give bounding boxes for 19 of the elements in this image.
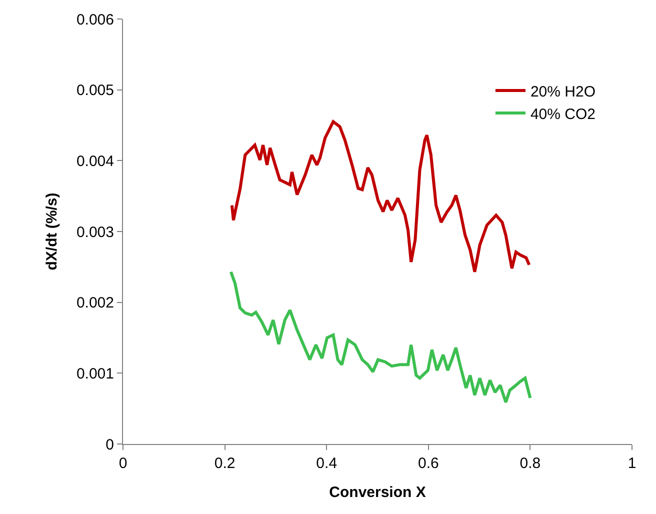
line-series bbox=[229, 270, 532, 404]
y-tick-label: 0.005 bbox=[76, 82, 114, 100]
x-tick-label: 0.4 bbox=[316, 455, 338, 472]
x-tick-label: 0.6 bbox=[418, 455, 439, 472]
y-tick-label: 0.006 bbox=[76, 11, 114, 28]
x-axis-title: Conversion X bbox=[329, 484, 426, 501]
x-tick-label: 0.2 bbox=[214, 455, 236, 472]
legend-label: 20% H2O bbox=[530, 83, 596, 100]
x-tick-label: 0.8 bbox=[520, 455, 541, 472]
y-tick-label: 0.004 bbox=[76, 152, 114, 170]
y-axis-title: dX/dt (%/s) bbox=[44, 192, 61, 270]
y-tick-label: 0.002 bbox=[76, 294, 114, 312]
legend-label: 40% CO2 bbox=[530, 106, 596, 123]
y-tick-label: 0.001 bbox=[76, 365, 114, 382]
y-tick-label: 0.003 bbox=[76, 224, 114, 241]
x-tick-label: 1 bbox=[628, 455, 636, 472]
line-series bbox=[230, 120, 531, 274]
y-tick-label: 0 bbox=[106, 436, 114, 454]
x-tick-label: 0 bbox=[118, 455, 128, 472]
